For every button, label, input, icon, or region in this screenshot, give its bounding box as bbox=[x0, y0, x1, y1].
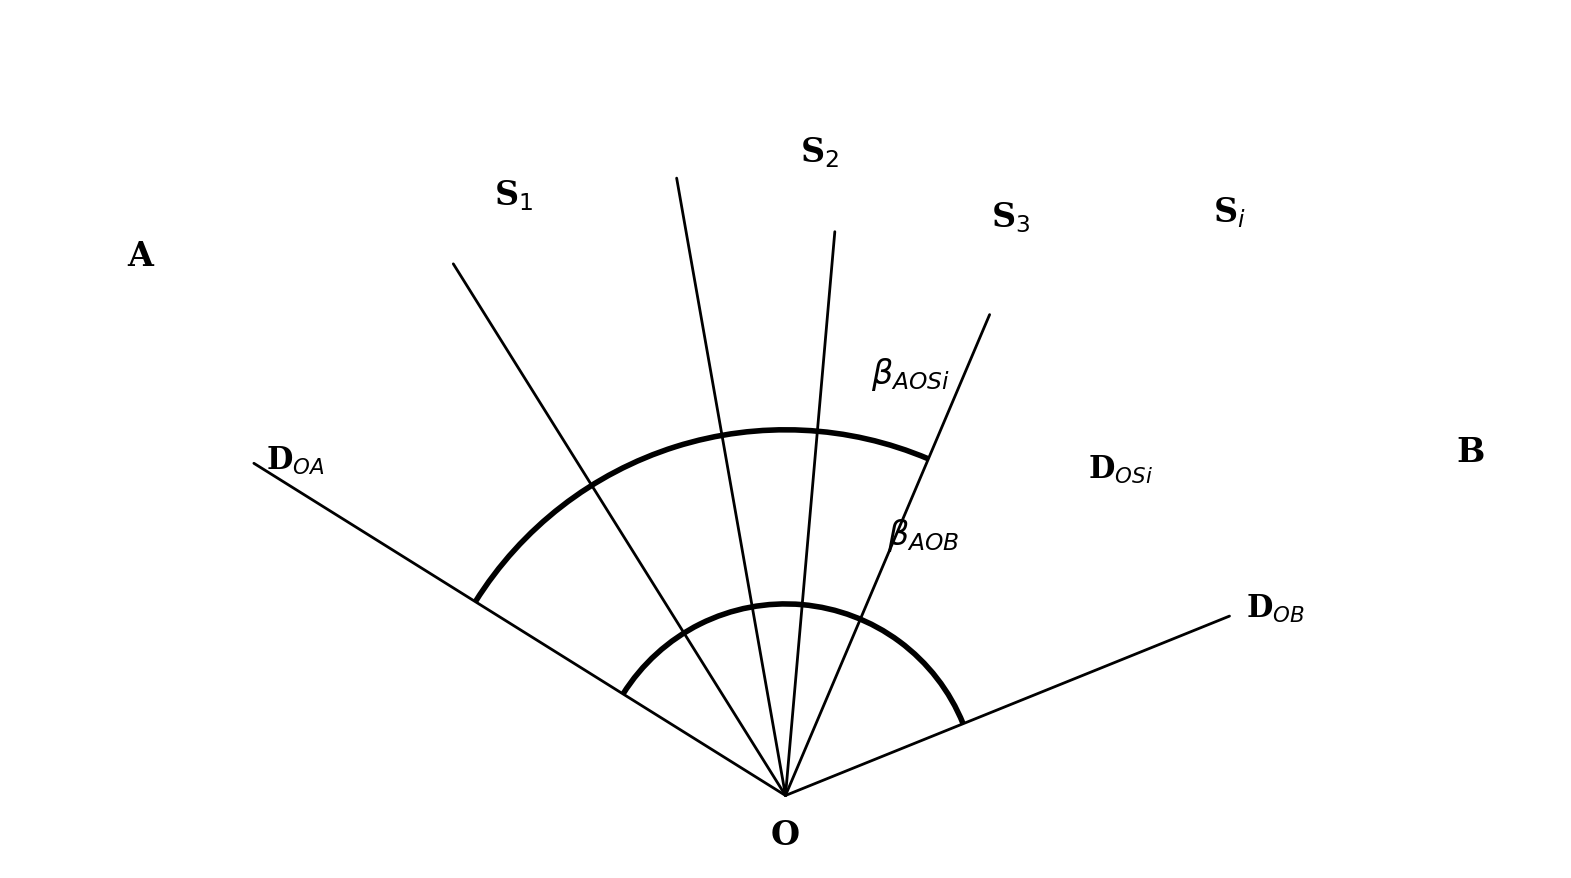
Text: $\beta_{AOB}$: $\beta_{AOB}$ bbox=[886, 516, 958, 553]
Text: O: O bbox=[771, 818, 800, 851]
Text: D$_{OSi}$: D$_{OSi}$ bbox=[1087, 453, 1153, 486]
Text: S$_2$: S$_2$ bbox=[800, 134, 839, 169]
Text: D$_{OB}$: D$_{OB}$ bbox=[1246, 593, 1306, 624]
Text: D$_{OA}$: D$_{OA}$ bbox=[265, 445, 325, 477]
Text: S$_1$: S$_1$ bbox=[493, 178, 533, 212]
Text: B: B bbox=[1456, 435, 1485, 469]
Text: S$_i$: S$_i$ bbox=[1213, 196, 1246, 230]
Text: S$_3$: S$_3$ bbox=[991, 200, 1031, 234]
Text: A: A bbox=[127, 240, 152, 273]
Text: $\beta_{AOSi}$: $\beta_{AOSi}$ bbox=[870, 356, 950, 392]
